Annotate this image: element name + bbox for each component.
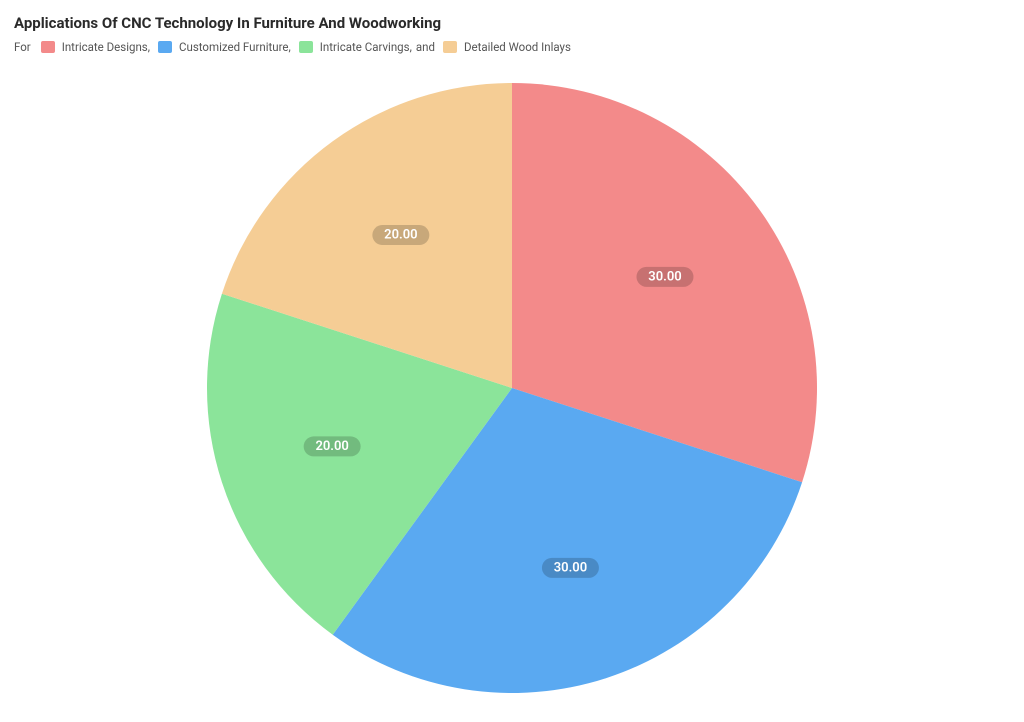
legend-item-label: Intricate Carvings, xyxy=(320,40,412,54)
pie-slice-label: 20.00 xyxy=(372,225,429,245)
chart-legend: For Intricate Designs, Customized Furnitu… xyxy=(14,40,1010,54)
pie-chart-svg: 30.00 30.00 20.00 20.00 xyxy=(0,58,1024,718)
svg-text:30.00: 30.00 xyxy=(554,560,587,575)
legend-swatch xyxy=(41,41,55,53)
legend-item-label: Intricate Designs, xyxy=(62,40,150,54)
legend-swatch xyxy=(299,41,313,53)
legend-swatch xyxy=(158,41,172,53)
pie-slice-label: 30.00 xyxy=(542,558,599,578)
pie-chart-area: 30.00 30.00 20.00 20.00 xyxy=(0,58,1024,722)
svg-text:30.00: 30.00 xyxy=(648,269,681,284)
legend-item-label: Customized Furniture, xyxy=(179,40,291,54)
chart-title: Applications Of CNC Technology In Furnit… xyxy=(14,14,1010,32)
chart-container: Applications Of CNC Technology In Furnit… xyxy=(0,0,1024,722)
legend-joiner: and xyxy=(416,40,435,54)
pie-slice-label: 30.00 xyxy=(636,267,693,287)
legend-swatch xyxy=(443,41,457,53)
svg-text:20.00: 20.00 xyxy=(384,228,417,243)
legend-item-label: Detailed Wood Inlays xyxy=(464,40,571,54)
svg-text:20.00: 20.00 xyxy=(315,439,348,454)
legend-prefix: For xyxy=(14,40,31,54)
pie-slice-label: 20.00 xyxy=(304,436,361,456)
